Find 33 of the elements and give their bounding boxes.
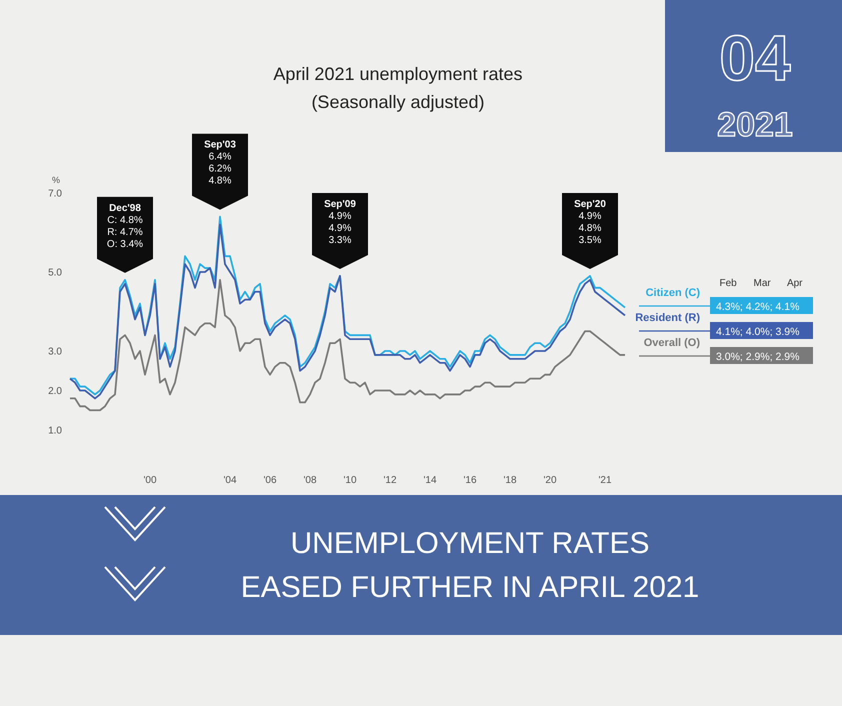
text: UNEMPLOYMENT RATES EASED FURTHER IN APRIL 2021: [240, 527, 700, 604]
x-tick-label: '21: [598, 475, 612, 486]
text: 04: [719, 22, 791, 94]
x-tick-label: '18: [503, 475, 517, 486]
text: Sep'03 6.4% 6.2% 4.8%: [204, 140, 236, 187]
series-label: Overall (O): [644, 337, 700, 349]
text: 4.3%; 4.2%; 4.1%: [716, 301, 800, 313]
x-tick-label: '12: [383, 475, 397, 486]
x-tick-label: '16: [463, 475, 477, 486]
series-label: Resident (R): [635, 312, 700, 324]
x-tick-label: '06: [263, 475, 277, 486]
annotation: Dec'98 C: 4.8% R: 4.7% O: 3.4%: [106, 202, 144, 250]
x-tick-label: '10: [343, 475, 357, 486]
x-tick-label: '00: [143, 475, 157, 486]
x-tick-label: '14: [423, 475, 437, 486]
annotation: Sep'20 4.9% 4.8% 3.5%: [574, 198, 606, 246]
y-tick-label: 3.0: [48, 346, 62, 358]
y-axis-title: %: [52, 175, 60, 185]
text: 2021: [717, 106, 793, 144]
x-tick-label: '04: [223, 475, 237, 486]
annotation: Sep'09 4.9% 4.9% 3.3%: [324, 198, 356, 246]
text: 4.1%; 4.0%; 3.9%: [716, 326, 800, 338]
text: Feb Mar Apr: [719, 278, 804, 289]
y-tick-label: 1.0: [48, 426, 62, 437]
chart-title: April 2021 unemployment rates (Seasonally adjusted): [273, 64, 523, 112]
y-tick-label: 5.0: [48, 268, 62, 279]
y-tick-label: 7.0: [48, 188, 62, 200]
y-tick-label: 2.0: [48, 386, 62, 398]
line-series: [69, 279, 626, 412]
x-tick-label: '20: [543, 475, 557, 486]
text: 3.0%; 2.9%; 2.9%: [716, 351, 800, 363]
x-tick-label: '08: [303, 475, 317, 486]
text: Citizen (C): [646, 287, 700, 299]
